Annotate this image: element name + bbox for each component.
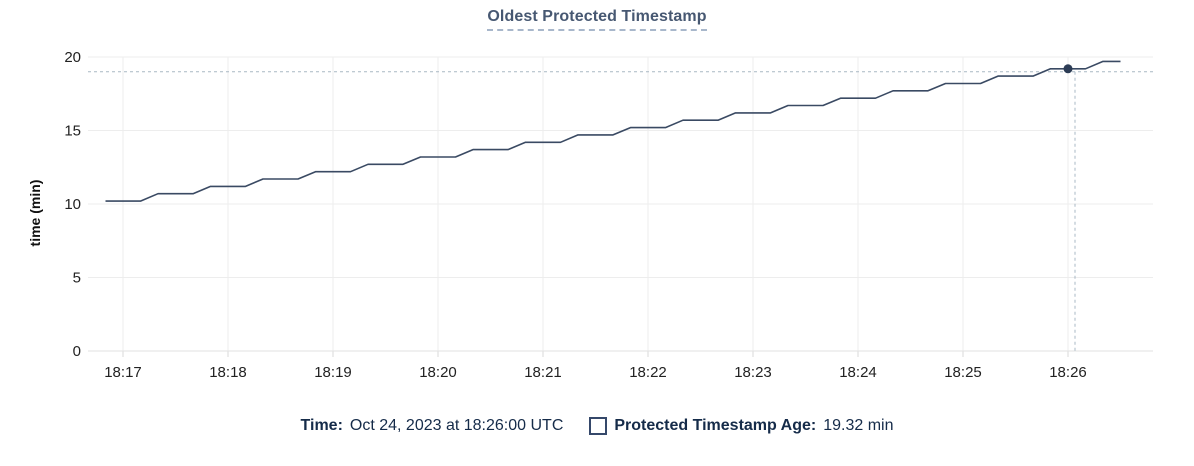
legend-time-value: Oct 24, 2023 at 18:26:00 UTC <box>349 417 564 434</box>
y-tick-label: 20 <box>64 49 81 66</box>
hover-point-dot <box>1063 64 1073 74</box>
y-tick-label: 0 <box>73 343 81 360</box>
x-tick-label: 18:26 <box>1049 364 1087 381</box>
y-tick-label: 15 <box>64 123 81 140</box>
legend-series-value: 19.32 min <box>823 417 894 434</box>
legend-time-label: Time: <box>300 417 343 434</box>
x-tick-label: 18:18 <box>209 364 247 381</box>
series-line <box>105 60 1121 202</box>
series-checkbox-icon <box>589 417 608 435</box>
x-tick-label: 18:21 <box>524 364 562 381</box>
x-tick-label: 18:17 <box>104 364 142 381</box>
legend-time-group: Time: Oct 24, 2023 at 18:26:00 UTC <box>301 417 564 435</box>
chart-title[interactable]: Oldest Protected Timestamp <box>487 8 707 31</box>
x-tick-label: 18:25 <box>944 364 982 381</box>
hover-legend: Time: Oct 24, 2023 at 18:26:00 UTC Prote… <box>0 417 1194 435</box>
x-tick-label: 18:19 <box>314 364 352 381</box>
chart-title-row: Oldest Protected Timestamp <box>0 8 1194 31</box>
y-tick-label: 10 <box>64 196 81 213</box>
x-tick-label: 18:24 <box>839 364 877 381</box>
y-axis-label: time (min) <box>27 180 43 247</box>
line-chart-plot-area[interactable]: 0 5 10 15 20 18:17 18:18 18:19 18:20 18:21 18:22 18… <box>0 0 1194 406</box>
y-tick-label: 5 <box>73 270 81 287</box>
legend-series-item[interactable]: Protected Timestamp Age: 19.32 min <box>589 417 893 435</box>
legend-series-label: Protected Timestamp Age: <box>614 417 817 434</box>
x-tick-label: 18:23 <box>734 364 772 381</box>
x-tick-label: 18:20 <box>419 364 457 381</box>
x-tick-label: 18:22 <box>629 364 667 381</box>
